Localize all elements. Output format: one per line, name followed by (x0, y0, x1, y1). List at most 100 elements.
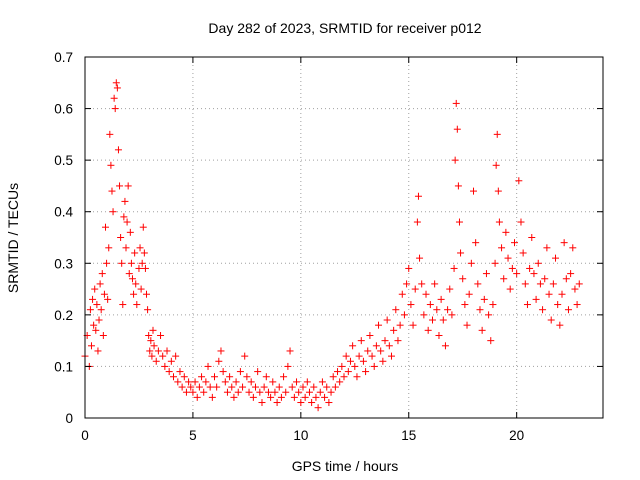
data-point (125, 270, 133, 278)
data-point (536, 280, 544, 288)
y-axis-label: SRMTID / TECUs (5, 183, 21, 293)
data-point (232, 378, 240, 386)
data-point (191, 378, 199, 386)
data-point (541, 275, 549, 283)
data-point (108, 187, 116, 195)
data-point (355, 352, 363, 360)
data-point (558, 290, 566, 298)
data-point (303, 378, 311, 386)
data-point (295, 388, 303, 396)
data-point (217, 347, 225, 355)
data-point (120, 213, 128, 221)
data-point (325, 399, 333, 407)
data-point (226, 373, 234, 381)
data-point (169, 373, 177, 381)
data-point (465, 290, 473, 298)
data-point (143, 290, 151, 298)
data-point (560, 239, 568, 247)
data-point (299, 383, 307, 391)
data-point (407, 301, 415, 309)
data-point (359, 357, 367, 365)
data-point (252, 383, 260, 391)
data-point (562, 275, 570, 283)
data-point (366, 331, 374, 339)
grid-lines (85, 57, 603, 418)
data-point (394, 337, 402, 345)
data-point (127, 259, 135, 267)
data-point (152, 357, 160, 365)
data-point (409, 321, 417, 329)
x-tick-label: 5 (189, 428, 197, 443)
data-point (290, 393, 298, 401)
data-point (494, 187, 502, 195)
data-point (254, 368, 262, 376)
data-point (426, 301, 434, 309)
data-point (403, 280, 411, 288)
data-point (370, 362, 378, 370)
data-point (136, 244, 144, 252)
data-point (245, 388, 253, 396)
data-point (478, 326, 486, 334)
data-point (139, 223, 147, 231)
data-point (112, 79, 120, 87)
data-point (91, 285, 99, 293)
data-point (428, 316, 436, 324)
data-point (185, 378, 193, 386)
data-point (95, 316, 103, 324)
data-point (554, 301, 562, 309)
data-point (208, 393, 216, 401)
data-point (575, 280, 583, 288)
data-point (305, 388, 313, 396)
data-point (90, 321, 98, 329)
data-point (241, 352, 249, 360)
data-point (228, 383, 236, 391)
data-point (273, 399, 281, 407)
data-point (172, 352, 180, 360)
data-point (92, 326, 100, 334)
data-point (140, 249, 148, 257)
data-point (495, 218, 503, 226)
data-point (400, 311, 408, 319)
data-point (114, 146, 122, 154)
data-point (340, 373, 348, 381)
data-point (123, 218, 131, 226)
data-point (390, 326, 398, 334)
data-point (146, 347, 154, 355)
data-point (344, 368, 352, 376)
data-point (564, 306, 572, 314)
data-point (451, 156, 459, 164)
data-point (200, 388, 208, 396)
data-point (571, 285, 579, 293)
data-point (137, 285, 145, 293)
data-point (381, 337, 389, 345)
data-point (102, 223, 110, 231)
data-point (280, 373, 288, 381)
data-point (135, 264, 143, 272)
x-axis-label: GPS time / hours (292, 458, 399, 474)
x-tick-label: 15 (401, 428, 416, 443)
data-point (100, 290, 108, 298)
data-point (150, 342, 158, 350)
data-point (508, 264, 516, 272)
data-point (534, 259, 542, 267)
data-point (174, 378, 182, 386)
data-point (379, 357, 387, 365)
data-point (491, 259, 499, 267)
data-point (331, 383, 339, 391)
data-point (267, 393, 275, 401)
data-point (441, 342, 449, 350)
data-point (342, 352, 350, 360)
data-point (435, 331, 443, 339)
data-point (111, 105, 119, 113)
data-point (124, 182, 132, 190)
data-point (103, 259, 111, 267)
data-point (521, 280, 529, 288)
data-point (474, 280, 482, 288)
data-point (93, 301, 101, 309)
data-point (493, 130, 501, 138)
data-point (515, 177, 523, 185)
data-point (387, 352, 395, 360)
data-point (545, 290, 553, 298)
data-point (282, 388, 290, 396)
